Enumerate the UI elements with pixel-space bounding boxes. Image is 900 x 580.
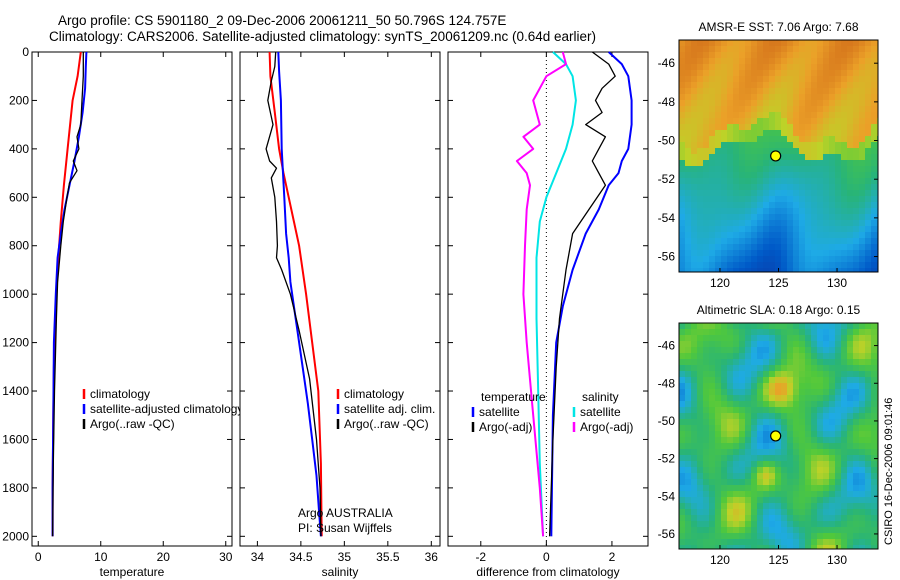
legend-label: Argo(-adj) xyxy=(479,420,532,434)
legend-label: Argo(..raw -QC) xyxy=(344,417,429,431)
series-line-temperature-argo-adj- xyxy=(548,51,616,537)
series-line-climatology xyxy=(268,51,323,537)
x-axis-label: salinity xyxy=(322,565,359,579)
map-y-tick-label: -48 xyxy=(658,376,676,390)
map-x-tick-label: 125 xyxy=(768,276,788,290)
legend-label: Argo(-adj) xyxy=(580,420,633,434)
map-y-tick-label: -50 xyxy=(658,414,676,428)
map-y-tick-label: -54 xyxy=(658,489,676,503)
y-tick-label: 1200 xyxy=(2,336,29,350)
series-line-argo-raw-qc- xyxy=(265,51,322,537)
x-tick-label: 0 xyxy=(543,550,550,564)
series-line-argo-raw-qc- xyxy=(51,52,84,537)
x-tick-label: 35.5 xyxy=(376,550,400,564)
legend-group-title: salinity xyxy=(582,390,619,404)
x-tick-label: 36 xyxy=(425,550,439,564)
annotation-text: PI: Susan Wijffels xyxy=(298,521,392,535)
axes-frame-2 xyxy=(239,51,441,547)
map-y-tick-label: -54 xyxy=(658,211,676,225)
x-tick-label: 34 xyxy=(251,550,265,564)
legend-label: satellite-adjusted climatology xyxy=(90,402,243,416)
y-tick-label: 2000 xyxy=(2,529,29,543)
legend-label: Argo(..raw -QC) xyxy=(90,417,175,431)
x-tick-label: 30 xyxy=(219,550,233,564)
map-y-tick-label: -50 xyxy=(658,134,676,148)
map-y-tick-label: -52 xyxy=(658,452,676,466)
legend-group-title: temperature xyxy=(481,390,546,404)
map-y-tick-label: -56 xyxy=(658,250,676,264)
x-tick-label: 34.5 xyxy=(289,550,313,564)
map-y-tick-label: -46 xyxy=(658,339,676,353)
x-axis-label: difference from climatology xyxy=(476,565,619,579)
y-tick-label: 0 xyxy=(22,45,29,59)
argo-position-marker xyxy=(770,150,782,162)
map-x-tick-label: 130 xyxy=(827,553,847,567)
y-tick-label: 1800 xyxy=(2,481,29,495)
map-x-tick-label: 130 xyxy=(827,276,847,290)
map-y-tick-label: -52 xyxy=(658,172,676,186)
map-title-sst: AMSR-E SST: 7.06 Argo: 7.68 xyxy=(698,20,858,34)
series-line-salinity-argo-adj- xyxy=(515,51,567,537)
axes-frame-1 xyxy=(31,51,233,547)
map-y-tick-label: -48 xyxy=(658,95,676,109)
y-tick-label: 1400 xyxy=(2,384,29,398)
map-x-tick-label: 120 xyxy=(710,276,730,290)
legend-label: satellite adj. clim. xyxy=(344,402,435,416)
argo-position-marker xyxy=(770,430,782,442)
figure-title-line2: Climatology: CARS2006. Satellite-adjuste… xyxy=(49,29,597,44)
map-y-tick-label: -46 xyxy=(658,56,676,70)
legend-label: satellite xyxy=(479,405,520,419)
annotation-text: Argo AUSTRALIA xyxy=(298,506,393,520)
legend-label: satellite xyxy=(580,405,621,419)
y-tick-label: 800 xyxy=(9,239,29,253)
x-tick-label: 10 xyxy=(94,550,108,564)
credit-text: CSIRO 16-Dec-2006 09:01:46 xyxy=(883,398,895,545)
x-tick-label: -2 xyxy=(475,550,486,564)
y-tick-label: 600 xyxy=(9,190,29,204)
y-tick-label: 200 xyxy=(9,93,29,107)
x-tick-label: 20 xyxy=(157,550,171,564)
y-tick-label: 400 xyxy=(9,142,29,156)
x-tick-label: 2 xyxy=(609,550,616,564)
y-tick-label: 1000 xyxy=(2,287,29,301)
map-title-sla: Altimetric SLA: 0.18 Argo: 0.15 xyxy=(697,303,861,317)
map-field-sla xyxy=(679,323,878,549)
map-x-tick-label: 125 xyxy=(768,553,788,567)
x-tick-label: 35 xyxy=(338,550,352,564)
figure-title-line1: Argo profile: CS 5901180_2 09-Dec-2006 2… xyxy=(58,13,507,28)
legend-label: climatology xyxy=(344,387,404,401)
y-tick-label: 1600 xyxy=(2,432,29,446)
series-line-satellite-adj-clim- xyxy=(277,51,322,537)
map-x-tick-label: 120 xyxy=(710,553,730,567)
legend-label: climatology xyxy=(90,387,150,401)
map-y-tick-label: -56 xyxy=(658,527,676,541)
x-axis-label: temperature xyxy=(100,565,165,579)
axes-frame-3 xyxy=(447,51,649,547)
x-tick-label: 0 xyxy=(35,550,42,564)
series-line-salinity-satellite xyxy=(535,51,577,537)
